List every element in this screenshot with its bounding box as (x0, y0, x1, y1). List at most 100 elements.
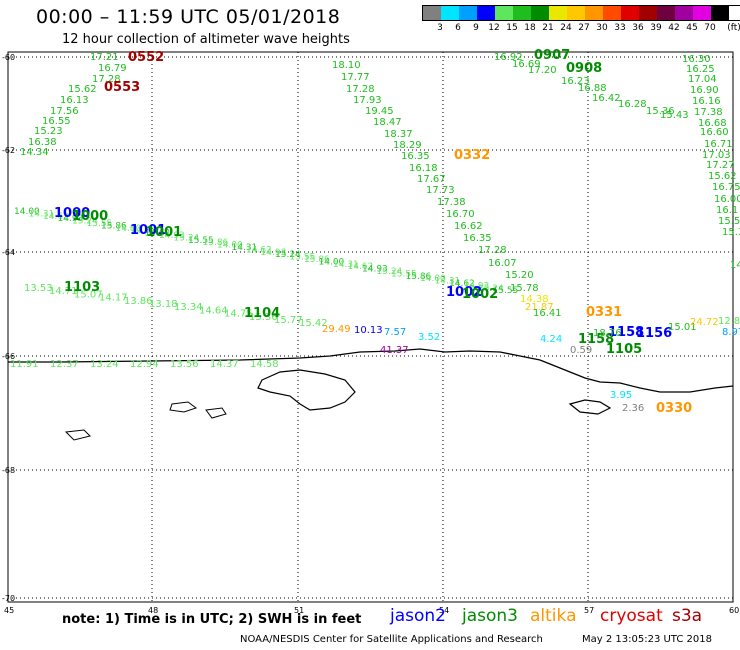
lon-label: 60 (729, 606, 739, 615)
track-band-label: 14.31 (29, 209, 55, 219)
wave-height-label: 16.30 (682, 54, 711, 65)
wave-height-label: 18.37 (384, 129, 413, 140)
wave-height-label: 14.64 (199, 305, 228, 316)
wave-height-point: 0.59 (570, 345, 592, 356)
scale-label: 21 (542, 23, 554, 33)
scale-swatch (477, 6, 495, 20)
coastline (8, 348, 734, 393)
wave-height-label: 15.77 (274, 315, 303, 326)
pass-time-label: 0332 (454, 148, 490, 163)
pass-time-label: 0553 (104, 80, 140, 95)
scale-swatch (603, 6, 621, 20)
legend-altika: altika (530, 606, 577, 626)
legend-jason2: jason2 (390, 606, 446, 626)
scale-swatch (531, 6, 549, 20)
scale-swatch (585, 6, 603, 20)
wave-height-label: 16.55 (42, 116, 71, 127)
scale-label: 39 (650, 23, 662, 33)
scale-label: 42 (668, 23, 680, 33)
wave-height-point: 29.49 (322, 324, 351, 335)
legend-cryosat: cryosat (600, 606, 663, 626)
wave-height-label: 14.75 (224, 309, 253, 320)
wave-height-label: 17.28 (92, 74, 121, 85)
scale-unit: (ft) (727, 23, 740, 33)
lon-label: 57 (584, 606, 594, 615)
wave-height-label: 14.58 (250, 359, 279, 370)
wave-height-label: 11.91 (10, 359, 39, 370)
scale-label: 3 (437, 23, 443, 33)
wave-height-label: 13.56 (170, 359, 199, 370)
color-scale-legend: 3 6 9 12 15 18 21 24 27 30 33 36 39 42 45 70 (ft) (422, 5, 740, 33)
scale-swatch (567, 6, 585, 20)
lat-label: -62 (2, 146, 15, 155)
scale-swatch (711, 6, 729, 20)
lon-label: 48 (148, 606, 158, 615)
wave-height-label: 17.93 (353, 95, 382, 106)
scale-label: 9 (473, 23, 479, 33)
wave-height-label: 15.42 (299, 318, 328, 329)
wave-height-label: 16.60 (700, 127, 729, 138)
wave-height-label: 16.23 (561, 76, 590, 87)
wave-height-label: 16.25 (686, 64, 715, 75)
track-band-label: 15.86 (101, 221, 127, 231)
track-band-label: 15.55 (87, 219, 113, 229)
wave-height-point: 10.13 (354, 325, 383, 336)
scale-label: 15 (506, 23, 518, 33)
track-band-label: 14.93 (159, 231, 185, 241)
pass-time-label: 0330 (656, 401, 692, 416)
wave-height-label: 16.42 (592, 93, 621, 104)
wave-height-label: 16.79 (98, 63, 127, 74)
wave-height-label: 16.70 (446, 209, 475, 220)
color-scale-labels: 3 6 9 12 15 18 21 24 27 30 33 36 39 42 45 70 (ft) (422, 21, 740, 33)
wave-height-label: 13.24 (90, 359, 119, 370)
scale-swatch (693, 6, 711, 20)
wave-height-label: 16.38 (28, 137, 57, 148)
wave-height-label: 16.16 (692, 96, 721, 107)
track-band-label: 14.31 (333, 260, 359, 270)
wave-height-label: 15.23 (34, 126, 63, 137)
pass-time-label: 0331 (586, 305, 622, 320)
pass-time-label: 1001 (130, 223, 166, 238)
wave-height-label: 17.67 (417, 174, 446, 185)
wave-height-point: 24.72 (690, 317, 719, 328)
island (64, 429, 91, 441)
color-scale-bar (422, 5, 740, 21)
lat-label: -60 (2, 53, 15, 62)
scale-swatch (423, 6, 441, 20)
track-band-label: 15.24 (72, 217, 98, 227)
track-band-label: 14.62 (246, 245, 272, 255)
track-band-label: 15.55 (188, 236, 214, 246)
scale-label: 30 (596, 23, 608, 33)
wave-height-label: 15.36 (646, 106, 675, 117)
wave-height-point: 2.36 (622, 403, 644, 414)
scale-swatch (657, 6, 675, 20)
track-band-label: 15.24 (174, 233, 200, 243)
wave-height-point: 41.37 (380, 345, 409, 356)
wave-height-label: 15.07 (74, 289, 103, 300)
wave-height-label: 15.5 (718, 216, 740, 227)
legend-s3a: s3a (672, 606, 703, 626)
footer-generated: May 2 13:05:23 UTC 2018 (582, 634, 712, 645)
wave-height-label: 18.47 (373, 117, 402, 128)
lat-label: -64 (2, 248, 15, 257)
wave-height-label: 15.62 (708, 171, 737, 182)
scale-label: 18 (524, 23, 536, 33)
wave-height-label: 14.37 (210, 359, 239, 370)
wave-height-label: 16.35 (401, 151, 430, 162)
wave-height-label: 15.78 (510, 283, 539, 294)
track-band-label: 14.93 (261, 248, 287, 258)
wave-height-label: 17.04 (688, 74, 717, 85)
wave-height-label: 16.90 (690, 85, 719, 96)
pass-time-label: 1002 (446, 285, 482, 300)
track-band-label: 14.62 (449, 279, 475, 289)
lon-label: 45 (4, 606, 14, 615)
pass-time-label: 1001 (146, 225, 182, 240)
wave-height-label: 16.75 (712, 182, 740, 193)
island (169, 401, 198, 413)
track-band-label: 15.55 (290, 253, 316, 263)
track-band-label: 15.86 (203, 238, 229, 248)
track-band-label: 14.00 (217, 241, 243, 251)
scale-swatch (459, 6, 477, 20)
pass-time-label: 1158 (578, 332, 614, 347)
